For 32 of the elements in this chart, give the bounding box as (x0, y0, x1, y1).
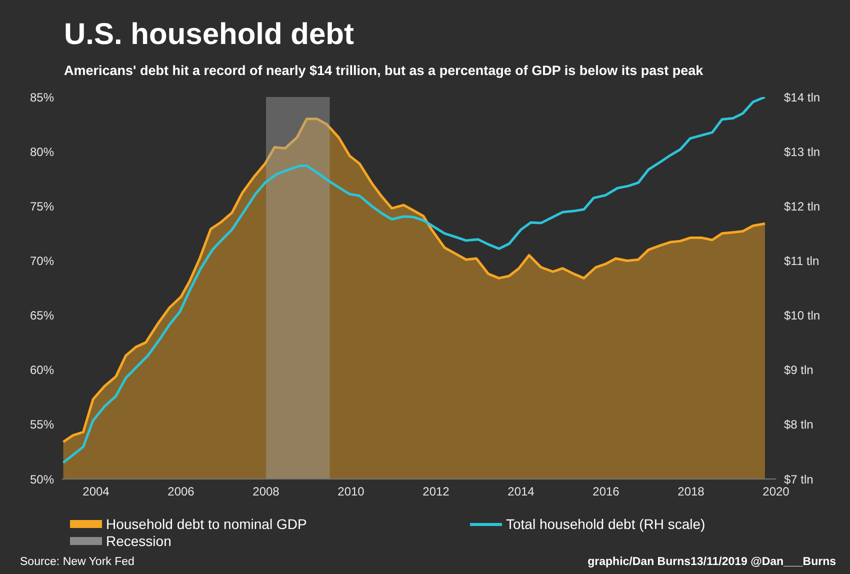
y2-tick-label: $10 tln (784, 308, 820, 323)
x-tick-label: 2010 (338, 484, 365, 499)
x-tick-label: 2004 (82, 484, 110, 499)
y-tick-label: 70% (30, 254, 54, 268)
y-tick-label: 65% (30, 308, 54, 323)
y2-tick-label: $11 tln (784, 254, 820, 268)
x-tick-label: 2008 (252, 484, 280, 499)
source-note: Source: New York Fed (20, 556, 134, 568)
x-tick-label: 2020 (762, 484, 790, 499)
y2-tick-label: $14 tln (784, 90, 820, 104)
x-tick-label: 2012 (422, 484, 450, 499)
text: graphic/Dan Burns13/11/2019 @Dan___Burns (588, 556, 836, 568)
y-tick-label: 85% (30, 90, 54, 104)
x-tick-label: 2018 (678, 484, 705, 499)
y-tick-label: 75% (30, 199, 54, 214)
y2-tick-label: $8 tln (784, 418, 814, 432)
y2-tick-label: $13 tln (784, 144, 820, 159)
y2-tick-label: $7 tln (784, 472, 814, 486)
chart-title: U.S. household debt (64, 18, 354, 52)
y-tick-label: 55% (30, 418, 54, 432)
y-tick-label: 50% (30, 472, 54, 486)
y2-tick-label: $12 tln (784, 199, 820, 214)
x-tick-label: 2016 (592, 484, 620, 499)
x-tick-label: 2014 (508, 484, 535, 499)
legend-label: Household debt to nominal GDP (106, 516, 307, 532)
legend-label: Recession (106, 533, 172, 549)
y-tick-label: 80% (30, 144, 54, 159)
chart-subtitle: Americans' debt hit a record of nearly $14 trillion, but as a percentage of GDP is below its past peak (64, 63, 704, 78)
y-tick-label: 60% (30, 363, 54, 378)
y2-tick-label: $9 tln (784, 363, 814, 378)
legend-label: Total household debt (RH scale) (506, 516, 706, 532)
x-tick-label: 2006 (168, 484, 195, 499)
